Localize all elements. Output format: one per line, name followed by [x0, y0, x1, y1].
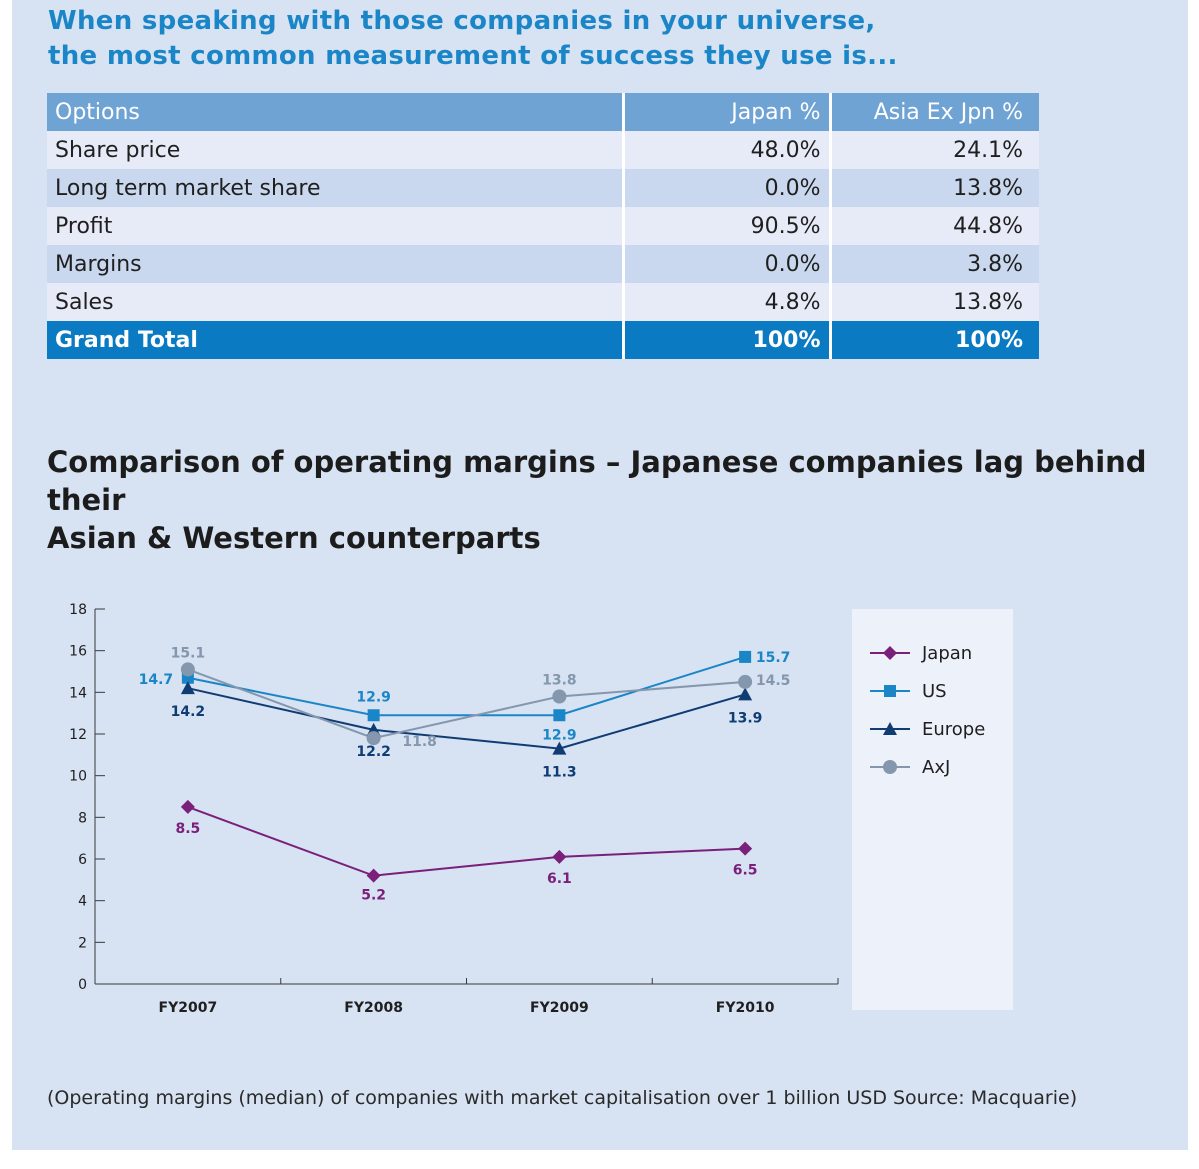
data-label-europe: 11.3 [542, 765, 577, 781]
row-japan-value: 4.8% [621, 283, 830, 321]
row-asia-value: 44.8% [828, 207, 1039, 245]
data-label-japan: 6.5 [733, 863, 758, 879]
data-point-us [367, 709, 380, 722]
row-asia-value: 13.8% [828, 169, 1039, 207]
chart-title-line-2: Asian & Western counterparts [47, 521, 541, 555]
data-point-us [553, 709, 566, 722]
y-tick-label: 8 [78, 810, 87, 826]
data-label-axj: 11.8 [402, 734, 437, 750]
data-label-axj: 14.5 [756, 673, 791, 689]
legend-swatch [870, 722, 910, 735]
data-point-us [739, 650, 752, 663]
legend-item-axj: AxJ [870, 755, 950, 779]
data-label-japan: 6.1 [547, 871, 572, 887]
row-asia-value: 24.1% [828, 131, 1039, 169]
data-point-japan [552, 849, 567, 864]
success-measurement-table: Options Japan % Asia Ex Jpn % Share pric… [47, 93, 1039, 359]
row-japan-value: 0.0% [621, 245, 830, 283]
chart-legend: Japan US Europe AxJ [852, 609, 1013, 1010]
row-option: Long term market share [47, 169, 623, 207]
grand-total-japan: 100% [621, 321, 830, 359]
table-row: Margins 0.0% 3.8% [47, 245, 1039, 283]
legend-label: Europe [922, 718, 986, 740]
x-tick-label: FY2010 [716, 1000, 775, 1016]
table-row: Profit 90.5% 44.8% [47, 207, 1039, 245]
row-option: Profit [47, 207, 623, 245]
data-label-japan: 5.2 [361, 888, 386, 904]
table-row: Long term market share 0.0% 13.8% [47, 169, 1039, 207]
y-tick-label: 14 [69, 685, 87, 701]
legend-label: Japan [922, 642, 973, 664]
legend-swatch [870, 685, 910, 697]
y-tick-label: 16 [69, 644, 87, 660]
legend-item-us: US [870, 679, 947, 703]
row-japan-value: 48.0% [621, 131, 830, 169]
chart-footnote: (Operating margins (median) of companies… [47, 1087, 1078, 1109]
legend-swatch [870, 646, 910, 660]
y-tick-label: 2 [78, 935, 87, 951]
data-point-japan [180, 799, 195, 814]
data-label-axj: 15.1 [171, 645, 206, 661]
data-label-us: 14.7 [139, 672, 174, 688]
header-asia-ex-jpn: Asia Ex Jpn % [828, 93, 1039, 131]
data-point-japan [366, 868, 381, 883]
data-label-europe: 12.2 [356, 744, 391, 760]
y-tick-label: 6 [78, 852, 87, 868]
header-japan: Japan % [621, 93, 830, 131]
survey-heading-line-1: When speaking with those companies in yo… [48, 6, 876, 36]
data-label-us: 12.9 [356, 689, 391, 705]
row-japan-value: 90.5% [621, 207, 830, 245]
x-tick-label: FY2007 [159, 1000, 218, 1016]
grand-total-label: Grand Total [47, 321, 623, 359]
data-point-europe [180, 681, 195, 695]
y-tick-label: 12 [69, 727, 87, 743]
row-option: Sales [47, 283, 623, 321]
legend-label: AxJ [922, 756, 951, 778]
row-japan-value: 0.0% [621, 169, 830, 207]
grand-total-row: Grand Total 100% 100% [47, 321, 1039, 359]
series-line-axj [187, 668, 746, 740]
series-line-europe [187, 687, 746, 750]
data-label-europe: 14.2 [171, 704, 206, 720]
survey-heading-line-2: the most common measurement of success t… [48, 41, 898, 71]
data-point-europe [552, 741, 567, 755]
data-label-japan: 8.5 [175, 821, 200, 837]
x-tick-label: FY2009 [530, 1000, 589, 1016]
legend-swatch [870, 760, 910, 774]
data-point-japan [738, 841, 753, 856]
legend-label: US [922, 680, 947, 702]
y-tick-label: 18 [69, 602, 87, 618]
data-point-axj [180, 662, 195, 677]
row-asia-value: 3.8% [828, 245, 1039, 283]
row-option: Margins [47, 245, 623, 283]
y-tick-label: 10 [69, 769, 87, 785]
data-label-europe: 13.9 [728, 710, 763, 726]
table-row: Sales 4.8% 13.8% [47, 283, 1039, 321]
legend-item-europe: Europe [870, 717, 985, 741]
chart-title-line-1: Comparison of operating margins – Japane… [47, 445, 1147, 517]
data-point-axj [738, 674, 753, 689]
data-label-axj: 13.8 [542, 673, 577, 689]
data-point-axj [552, 689, 567, 704]
y-tick-label: 0 [78, 977, 87, 993]
header-options: Options [47, 93, 623, 131]
survey-heading: When speaking with those companies in yo… [48, 4, 898, 74]
table-row: Share price 48.0% 24.1% [47, 131, 1039, 169]
data-label-us: 12.9 [542, 727, 577, 743]
table-header-row: Options Japan % Asia Ex Jpn % [47, 93, 1039, 131]
chart-title: Comparison of operating margins – Japane… [47, 443, 1177, 557]
data-label-us: 15.7 [756, 650, 791, 666]
row-asia-value: 13.8% [828, 283, 1039, 321]
grand-total-asia: 100% [828, 321, 1039, 359]
row-option: Share price [47, 131, 623, 169]
data-point-axj [366, 731, 381, 746]
series-line-us [187, 655, 746, 717]
legend-item-japan: Japan [870, 641, 972, 665]
data-point-europe [738, 687, 753, 701]
y-tick-label: 4 [78, 894, 87, 910]
series-line-japan [187, 805, 746, 877]
x-tick-label: FY2008 [344, 1000, 403, 1016]
